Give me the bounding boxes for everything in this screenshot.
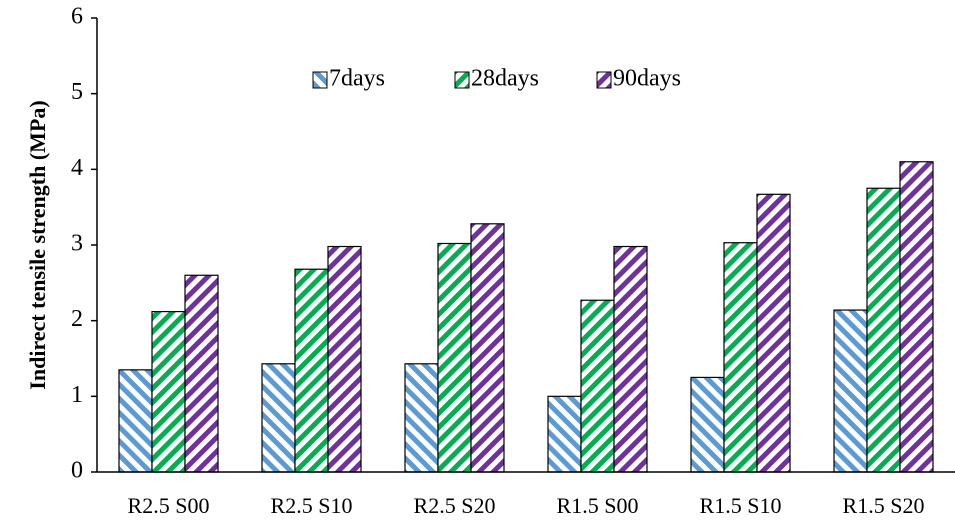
legend-label: 7days (329, 66, 385, 92)
legend-swatch (312, 71, 328, 89)
bar (547, 395, 582, 473)
bar (184, 274, 219, 473)
y-tick-label: 0 (71, 458, 83, 484)
y-tick-label: 4 (71, 155, 83, 181)
y-axis-title: Indirect tensile strength (MPa) (25, 100, 50, 389)
bar (723, 242, 758, 473)
bar (404, 363, 439, 473)
legend-label: 28days (471, 66, 539, 92)
bar (613, 245, 648, 473)
bar (294, 268, 329, 473)
bar (261, 363, 296, 473)
bar (756, 193, 791, 473)
x-tick-label: R2.5 S20 (414, 493, 496, 518)
bar (470, 223, 505, 473)
bar (580, 299, 615, 473)
x-tick-label: R1.5 S20 (843, 493, 925, 518)
bar (690, 376, 725, 473)
y-tick-label: 6 (71, 4, 83, 30)
x-tick-label: R2.5 S00 (128, 493, 210, 518)
legend-swatch (454, 71, 470, 89)
y-tick-label: 3 (71, 231, 83, 257)
y-tick-label: 2 (71, 306, 83, 332)
x-tick-label: R2.5 S10 (271, 493, 353, 518)
legend-swatch (596, 71, 612, 89)
bar (899, 161, 934, 473)
y-tick-label: 5 (71, 79, 83, 105)
legend-label: 90days (613, 66, 681, 92)
x-tick-label: R1.5 S00 (557, 493, 639, 518)
bar (437, 242, 472, 473)
bar (151, 310, 186, 473)
x-tick-label: R1.5 S10 (700, 493, 782, 518)
bar (118, 369, 153, 473)
bar (327, 245, 362, 473)
bar (866, 187, 901, 473)
y-tick-label: 1 (71, 382, 83, 408)
bar (833, 309, 868, 473)
